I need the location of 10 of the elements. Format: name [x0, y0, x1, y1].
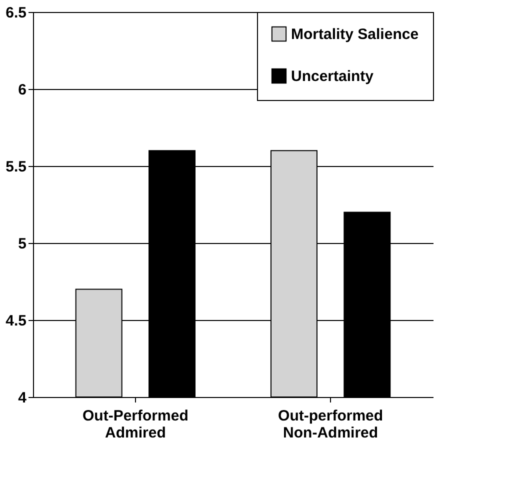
legend-label: Uncertainty [291, 68, 374, 85]
y-tick-label: 6 [18, 82, 26, 98]
y-tick-label: 6.5 [6, 4, 26, 22]
x-tick-label: Out-Performed Admired [82, 408, 188, 442]
y-tick-label: 4 [18, 390, 28, 406]
x-tick-label: Out-performed Non-Admired [278, 408, 384, 442]
y-tick-label: 4.5 [6, 312, 26, 330]
y-tick-label: 5.5 [6, 158, 26, 176]
y-tick-label: 5 [18, 236, 26, 252]
legend-label: Mortality Salience [291, 26, 419, 43]
